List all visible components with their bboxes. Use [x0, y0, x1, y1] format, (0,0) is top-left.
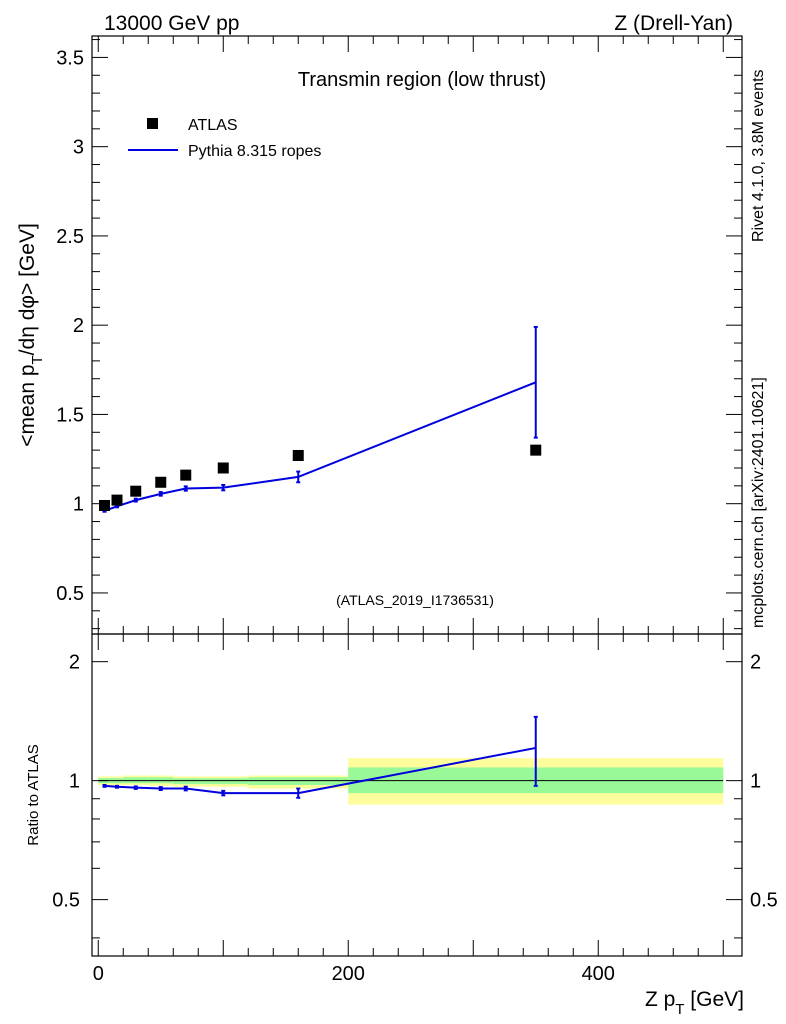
- ratio-y-tick-label-left: 0.5: [52, 890, 80, 912]
- ratio-y-tick-label-left: 2: [69, 652, 80, 674]
- atlas-data-point: [130, 485, 142, 497]
- plot-title: Transmin region (low thrust): [298, 69, 546, 91]
- atlas-data-point: [292, 449, 304, 461]
- x-tick-label: 200: [332, 963, 365, 985]
- ratio-y-axis-label: Ratio to ATLAS: [25, 744, 42, 845]
- rivet-label: Rivet 4.1.0, 3.8M events: [750, 69, 767, 242]
- x-label-main: Z p: [645, 988, 675, 1011]
- main-y-tick-label: 3: [73, 137, 84, 159]
- x-tick-labels: 0 200 400: [93, 963, 615, 985]
- atlas-data-point: [530, 444, 542, 456]
- header-right: Z (Drell-Yan): [614, 12, 733, 35]
- ratio-y-tick-label-right: 0.5: [750, 890, 778, 912]
- main-y-tick-label: 1: [73, 494, 84, 516]
- x-label-rest: [GeV]: [684, 988, 744, 1011]
- ratio-line: [104, 746, 536, 795]
- header-left: 13000 GeV pp: [104, 12, 239, 35]
- main-y-axis-label: <mean pT/dη dφ> [GeV]: [16, 223, 46, 447]
- ratio-bands: [98, 758, 724, 805]
- main-y-tick-label: 1.5: [56, 404, 84, 426]
- ratio-y-tick-label-left: 1: [69, 771, 80, 793]
- x-tick-label: 400: [582, 963, 615, 985]
- main-y-tick-label: 2: [73, 315, 84, 337]
- ratio-y-tick-label-right: 2: [750, 652, 761, 674]
- main-y-label-sub: T: [29, 355, 46, 364]
- ratio-frame: [91, 633, 743, 957]
- main-y-tick-labels: 0.5 1 1.5 2 2.5 3 3.5: [56, 47, 84, 605]
- legend-atlas-label: ATLAS: [188, 117, 238, 134]
- atlas-data-point: [217, 462, 229, 474]
- legend-mc-label: Pythia 8.315 ropes: [188, 143, 321, 160]
- x-tick-label: 0: [93, 963, 104, 985]
- ratio-ticks: [92, 634, 742, 956]
- main-y-tick-label: 3.5: [56, 47, 84, 69]
- atlas-data-point: [111, 494, 123, 506]
- main-y-tick-label: 2.5: [56, 226, 84, 248]
- atlas-data-point: [180, 469, 192, 481]
- data-markers: [99, 444, 542, 511]
- main-y-label-rest: /dη dφ> [GeV]: [16, 223, 39, 355]
- main-y-tick-label: 0.5: [56, 583, 84, 605]
- atlas-data-point: [99, 499, 110, 511]
- analysis-watermark: (ATLAS_2019_I1736531): [336, 592, 494, 608]
- main-panel: 0.5 1 1.5 2 2.5 3 3.5 Transmin region (low thr…: [16, 35, 743, 635]
- mc-line: [104, 381, 537, 512]
- legend: ATLAS Pythia 8.315 ropes: [128, 117, 321, 160]
- mc-error-bars: [102, 325, 538, 513]
- main-y-label-main: <mean p: [16, 364, 39, 446]
- x-axis-label: Z pT [GeV]: [645, 988, 744, 1018]
- ratio-panel: 0.5 0.5 1 1 2 2 0 200 400 Ratio to ATLAS Z pT […: [25, 633, 778, 1018]
- ratio-y-tick-label-right: 1: [750, 771, 761, 793]
- main-ticks: [92, 36, 742, 634]
- ratio-y-tick-labels: 0.5 0.5 1 1 2 2: [52, 652, 778, 912]
- mcplots-label: mcplots.cern.ch [arXiv:2401.10621]: [750, 377, 767, 628]
- legend-atlas-marker: [147, 118, 158, 129]
- x-label-sub: T: [675, 1001, 684, 1018]
- atlas-data-point: [155, 476, 167, 488]
